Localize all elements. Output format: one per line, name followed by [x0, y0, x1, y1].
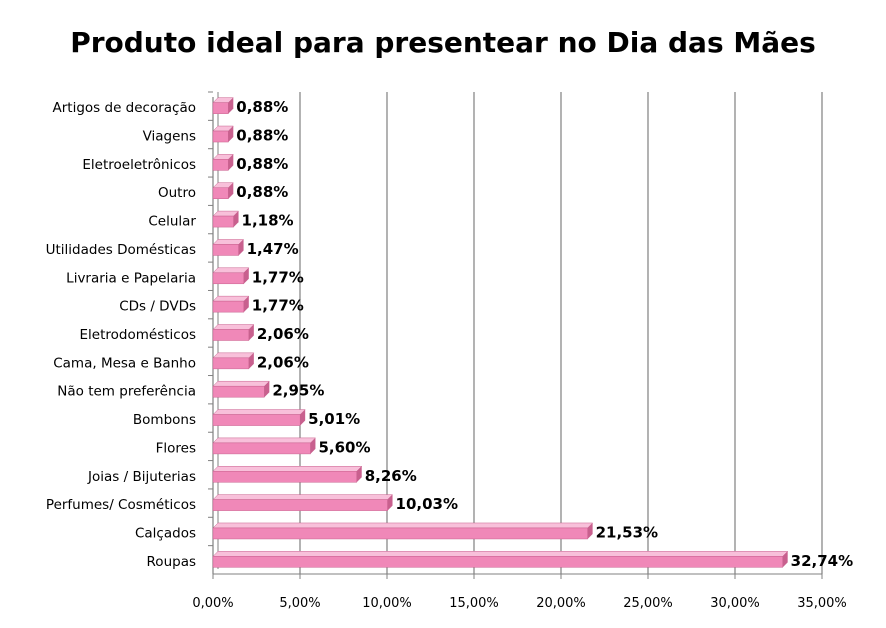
data-label: 5,60% [318, 438, 370, 456]
category-label: Joias / Bijuterias [87, 469, 196, 485]
x-tick-label: 0,00% [192, 596, 233, 611]
data-label: 1,18% [242, 212, 294, 230]
category-label: Artigos de decoração [53, 100, 196, 116]
data-label: 0,88% [236, 183, 288, 201]
bar-top [212, 324, 255, 330]
bar [212, 102, 229, 114]
data-label: 21,53% [596, 523, 658, 541]
bar-side [228, 126, 234, 143]
bar-side [387, 494, 393, 511]
category-label: Flores [156, 440, 196, 456]
category-label: Roupas [147, 554, 196, 570]
category-label: Bombons [133, 412, 196, 428]
bar-top [212, 352, 255, 359]
bar-side [228, 182, 234, 199]
bar [212, 187, 229, 199]
category-label: Utilidades Domésticas [46, 242, 196, 258]
bar [212, 499, 388, 511]
data-label: 0,88% [236, 155, 288, 173]
category-label: Outro [158, 185, 196, 201]
x-tick-label: 5,00% [279, 596, 320, 611]
bar [212, 329, 250, 341]
bars [212, 97, 789, 568]
bar [212, 414, 301, 426]
bar-top [212, 494, 394, 500]
bar-side [243, 267, 249, 284]
bar [212, 215, 234, 228]
bar-side [248, 324, 254, 341]
category-label: Eletrodomésticos [80, 327, 196, 343]
bar [212, 471, 357, 483]
bar-side [228, 97, 234, 114]
bar [212, 385, 265, 398]
category-label: Viagens [143, 129, 196, 145]
bar [212, 527, 588, 540]
chart-title: Produto ideal para presentear no Dia das… [70, 26, 816, 59]
bar [212, 556, 783, 568]
data-label: 5,01% [308, 410, 360, 428]
bar [212, 357, 250, 370]
bar-side [300, 409, 306, 426]
bar [212, 244, 239, 256]
bar-side [243, 296, 249, 313]
bar-side [228, 154, 234, 171]
x-tick-label: 30,00% [710, 596, 760, 611]
bar-top [212, 437, 317, 444]
bar-top [212, 239, 245, 245]
bar-top [212, 522, 594, 529]
bar [212, 272, 245, 285]
category-label: Celular [148, 214, 196, 230]
bar-side [248, 352, 254, 369]
category-label: CDs / DVDs [119, 299, 196, 315]
data-label: 2,95% [272, 382, 324, 400]
data-label: 10,03% [396, 495, 458, 513]
bar-side [310, 437, 316, 454]
category-label: Calçados [135, 525, 196, 541]
category-label: Eletroeletrônicos [82, 157, 196, 173]
bar-top [212, 295, 250, 302]
category-label: Perfumes/ Cosméticos [46, 497, 196, 513]
bar-top [212, 466, 363, 472]
data-label: 2,06% [257, 353, 309, 371]
data-label: 1,47% [247, 240, 299, 258]
bar [212, 442, 311, 455]
x-tick-label: 20,00% [536, 596, 586, 611]
category-label: Cama, Mesa e Banho [53, 355, 196, 371]
data-label: 0,88% [236, 127, 288, 145]
data-label: 1,77% [252, 297, 304, 315]
data-label: 2,06% [257, 325, 309, 343]
bar-top [212, 380, 270, 387]
bar [212, 159, 229, 171]
x-tick-label: 35,00% [797, 596, 847, 611]
x-tick-label: 10,00% [362, 596, 412, 611]
bar-top [212, 267, 250, 274]
bar-side [587, 522, 593, 539]
bar [212, 130, 229, 143]
bar-side [264, 381, 270, 398]
data-label: 1,77% [252, 268, 304, 286]
bar-top [212, 409, 306, 415]
bar-top [212, 551, 789, 557]
bar-side [233, 211, 239, 228]
x-tick-label: 15,00% [449, 596, 499, 611]
data-label: 32,74% [791, 552, 853, 570]
bar-side [356, 466, 362, 483]
labels: 0,00% 5,00% 10,00% 15,00% 20,00% 25,00% 30,00%… [46, 98, 854, 611]
bar-side [238, 239, 244, 256]
data-label: 8,26% [365, 467, 417, 485]
x-tick-label: 25,00% [623, 596, 673, 611]
category-label: Livraria e Papelaria [66, 270, 196, 286]
gridlines [299, 92, 823, 574]
data-label: 0,88% [236, 98, 288, 116]
category-label: Não tem preferência [57, 384, 196, 400]
bar [212, 300, 245, 313]
bar-side [782, 551, 788, 568]
